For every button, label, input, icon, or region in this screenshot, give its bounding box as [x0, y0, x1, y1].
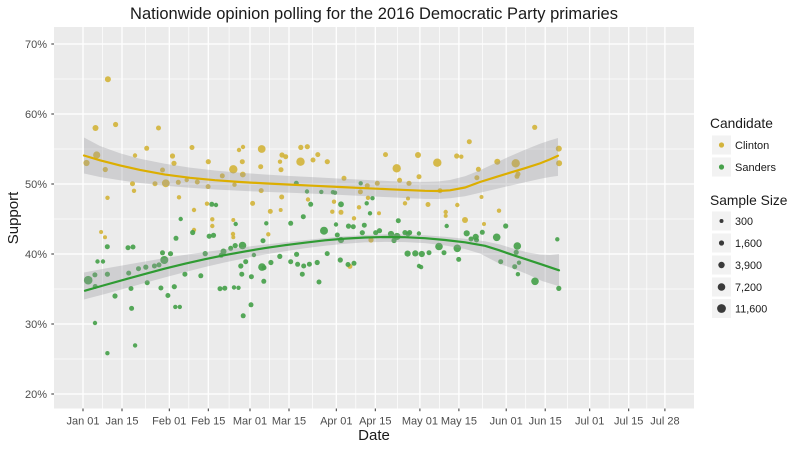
svg-text:Feb 15: Feb 15	[191, 415, 225, 427]
svg-text:Jul 28: Jul 28	[650, 415, 679, 427]
svg-text:Candidate: Candidate	[710, 116, 773, 131]
svg-text:Sanders: Sanders	[735, 162, 776, 174]
svg-text:May 15: May 15	[441, 415, 477, 427]
svg-text:Support: Support	[5, 191, 22, 244]
svg-text:Date: Date	[358, 427, 390, 444]
svg-text:3,900: 3,900	[735, 260, 762, 272]
svg-text:7,200: 7,200	[735, 282, 762, 294]
svg-text:Clinton: Clinton	[735, 140, 769, 152]
svg-text:60%: 60%	[25, 109, 47, 121]
svg-text:Jul 01: Jul 01	[575, 415, 604, 427]
svg-text:Mar 01: Mar 01	[233, 415, 267, 427]
svg-text:300: 300	[735, 216, 753, 228]
svg-text:May 01: May 01	[402, 415, 438, 427]
svg-text:Jan 01: Jan 01	[66, 415, 99, 427]
svg-text:40%: 40%	[25, 249, 47, 261]
svg-text:Jul 15: Jul 15	[614, 415, 643, 427]
svg-text:30%: 30%	[25, 319, 47, 331]
svg-text:Sample Size: Sample Size	[710, 193, 788, 208]
svg-text:Jun 15: Jun 15	[529, 415, 562, 427]
svg-text:Apr 01: Apr 01	[320, 415, 352, 427]
svg-text:20%: 20%	[25, 389, 47, 401]
svg-text:11,600: 11,600	[735, 303, 767, 315]
svg-text:Jun 01: Jun 01	[490, 415, 523, 427]
svg-text:1,600: 1,600	[735, 238, 762, 250]
svg-text:50%: 50%	[25, 179, 47, 191]
svg-text:70%: 70%	[25, 39, 47, 51]
svg-text:Feb 01: Feb 01	[152, 415, 186, 427]
svg-text:Jan 15: Jan 15	[105, 415, 138, 427]
svg-text:Apr 15: Apr 15	[359, 415, 391, 427]
svg-text:Nationwide opinion polling for: Nationwide opinion polling for the 2016 …	[130, 5, 618, 23]
svg-text:Mar 15: Mar 15	[272, 415, 306, 427]
